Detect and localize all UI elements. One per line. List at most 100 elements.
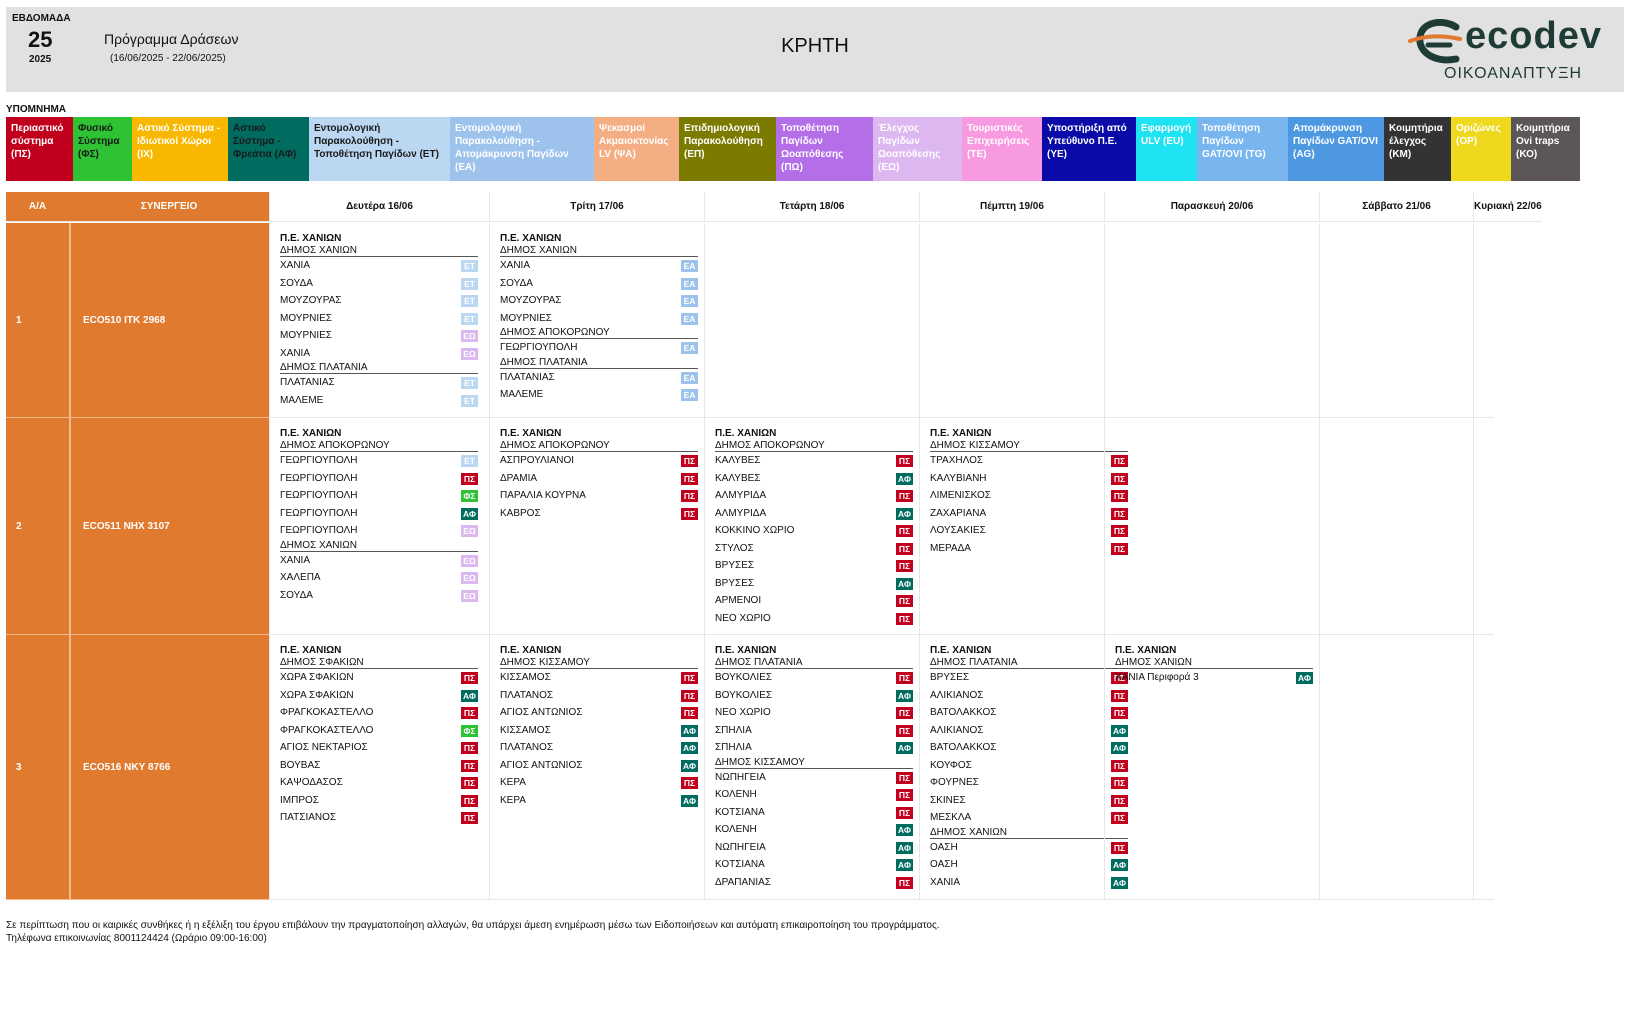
activity-code-badge: ΠΣ xyxy=(1111,707,1128,719)
location-name: ΒΟΥΚΟΛΙΕΣ xyxy=(715,672,773,683)
activity-code-badge: ΠΣ xyxy=(461,794,478,807)
col-header-day: Δευτέρα 16/06 xyxy=(269,192,489,222)
activity-code-badge: ΑΦ xyxy=(1111,859,1128,871)
location-name: ΦΟΥΡΝΕΣ xyxy=(930,777,979,788)
legend-item: Αστικό Σύστημα - Φρεάτια (ΑΦ) xyxy=(228,117,309,181)
location-item: ΔΡΑΠΑΝΙΑΣ ΠΣ xyxy=(715,874,913,892)
activity-code-badge: ΠΣ xyxy=(1111,841,1128,854)
location-item: ΜΑΛΕΜΕ ΕΑ xyxy=(500,386,698,404)
activity-code-badge: ΑΦ xyxy=(681,759,698,772)
location-item: ΑΓΙΟΣ ΑΝΤΩΝΙΟΣ ΠΣ xyxy=(500,704,698,722)
activity-code-badge: ΠΣ xyxy=(1111,672,1128,684)
location-item: ΝΕΟ ΧΩΡΙΟ ΠΣ xyxy=(715,704,913,722)
location-item: ΜΕΡΑΔΑ ΠΣ xyxy=(930,540,1128,558)
team-name: ECO516 ΝΚΥ 8766 xyxy=(69,635,269,900)
municipality-label: ΔΗΜΟΣ ΑΠΟΚΟΡΩΝΟΥ xyxy=(500,327,698,339)
activity-code-badge: ΑΦ xyxy=(1111,742,1128,754)
location-name: ΤΡΑΧΗΛΟΣ xyxy=(930,455,984,466)
legend-item: Εντομολογική Παρακολούθηση - Απομάκρυνση… xyxy=(450,117,594,181)
location-name: ΧΑΛΕΠΑ xyxy=(280,572,321,583)
activity-code-badge: ΕΤ xyxy=(461,295,478,307)
activity-code-badge: ΕΤ xyxy=(461,377,478,389)
activity-code-badge: ΕΩ xyxy=(461,572,478,584)
location-item: ΣΟΥΔΑ ΕΑ xyxy=(500,275,698,293)
activity-code-badge: ΠΣ xyxy=(896,490,913,502)
logo-swoosh-icon xyxy=(1408,19,1462,64)
activity-code-badge: ΕΤ xyxy=(461,455,478,467)
location-item: ΖΑΧΑΡΙΑΝΑ ΠΣ xyxy=(930,505,1128,523)
legend-item: Τοποθέτηση Παγίδων GAT/OVI (TG) xyxy=(1197,117,1288,181)
location-item: ΚΕΡΑ ΠΣ xyxy=(500,774,698,792)
activity-code-badge: ΕΤ xyxy=(461,277,478,290)
location-name: ΚΕΡΑ xyxy=(500,777,526,788)
municipality-label: ΔΗΜΟΣ ΧΑΝΙΩΝ xyxy=(930,827,1128,839)
activity-code-badge: ΑΦ xyxy=(1111,876,1128,889)
activity-code-badge: ΕΩ xyxy=(461,347,478,360)
location-name: ΧΩΡΑ ΣΦΑΚΙΩΝ xyxy=(280,672,354,683)
activity-code-badge: ΠΣ xyxy=(896,672,913,684)
location-name: ΧΑΝΙΑ Περιφορά 3 xyxy=(1115,672,1199,683)
day-cell: Π.Ε. ΧΑΝΙΩΝ ΔΗΜΟΣ ΠΛΑΤΑΝΙΑ ΒΡΥΣΕΣ ΠΣ ΑΛΙΚΙΑΝ… xyxy=(919,635,1128,900)
location-item: ΚΑΛΥΒΙΑΝΗ ΠΣ xyxy=(930,470,1128,488)
location-name: ΓΕΩΡΓΙΟΥΠΟΛΗ xyxy=(280,472,358,484)
col-header-aa: Α/Α xyxy=(6,192,69,222)
regional-unit-label: Π.Ε. ΧΑΝΙΩΝ xyxy=(280,233,342,244)
location-item: ΚΟΥΦΟΣ ΠΣ xyxy=(930,757,1128,775)
day-cell: Π.Ε. ΧΑΝΙΩΝ ΔΗΜΟΣ ΚΙΣΣΑΜΟΥ ΚΙΣΣΑΜΟΣ ΠΣ ΠΛΑΤΑ… xyxy=(489,635,704,900)
regional-unit-label: Π.Ε. ΧΑΝΙΩΝ xyxy=(500,645,562,656)
activity-code-badge: ΠΣ xyxy=(896,525,913,537)
regional-unit-label: Π.Ε. ΧΑΝΙΩΝ xyxy=(280,645,342,656)
location-name: ΑΣΠΡΟΥΛΙΑΝΟΙ xyxy=(500,455,575,466)
location-item: ΣΟΥΔΑ ΕΩ xyxy=(280,587,478,605)
ecodev-logo: ecodev ΟΙΚΟΑΝΑΠΤΥΞΗ xyxy=(1408,13,1618,83)
region-title: ΚΡΗΤΗ xyxy=(781,35,849,57)
location-name: ΣΟΥΔΑ xyxy=(280,589,313,601)
activity-code-badge: ΑΦ xyxy=(896,472,913,485)
municipality-label: ΔΗΜΟΣ ΧΑΝΙΩΝ xyxy=(1115,657,1313,669)
location-item: ΒΟΥΚΟΛΙΕΣ ΠΣ xyxy=(715,669,913,687)
location-item: ΣΤΥΛΟΣ ΠΣ xyxy=(715,540,913,558)
location-name: ΜΑΛΕΜΕ xyxy=(280,394,324,406)
location-item: ΣΟΥΔΑ ΕΤ xyxy=(280,275,478,293)
location-name: ΟΑΣΗ xyxy=(930,859,958,870)
col-header-day: Κυριακή 22/06 xyxy=(1473,192,1542,222)
day-cell: Π.Ε. ΧΑΝΙΩΝ ΔΗΜΟΣ ΑΠΟΚΟΡΩΝΟΥ ΓΕΩΡΓΙΟΥΠΟΛΗ Ε… xyxy=(269,418,489,635)
activity-code-badge: ΕΑ xyxy=(681,389,698,401)
municipality-label: ΔΗΜΟΣ ΧΑΝΙΩΝ xyxy=(280,245,478,257)
regional-unit-label: Π.Ε. ΧΑΝΙΩΝ xyxy=(500,233,562,244)
page-header: ΕΒΔΟΜΑΔΑ 25 2025 Πρόγραμμα Δράσεων (16/0… xyxy=(6,7,1624,92)
location-name: ΧΑΝΙΑ xyxy=(280,260,311,271)
location-item: ΒΡΥΣΕΣ ΠΣ xyxy=(930,669,1128,687)
location-name: ΣΤΥΛΟΣ xyxy=(715,542,754,554)
row-number: 3 xyxy=(6,635,69,900)
location-name: ΚΑΛΥΒΕΣ xyxy=(715,472,761,484)
activity-code-badge: ΠΣ xyxy=(1111,490,1128,502)
activity-code-badge: ΕΩ xyxy=(461,589,478,602)
day-cell: Π.Ε. ΧΑΝΙΩΝ ΔΗΜΟΣ ΧΑΝΙΩΝ ΧΑΝΙΑ Περιφορά 3 Α… xyxy=(1104,635,1319,900)
location-name: ΣΚΙΝΕΣ xyxy=(930,794,966,806)
location-item: ΚΑΛΥΒΕΣ ΠΣ xyxy=(715,452,913,470)
footer-note: Σε περίπτωση που οι καιρικές συνθήκες ή … xyxy=(6,920,940,931)
activity-code-badge: ΑΦ xyxy=(896,859,913,871)
location-item: ΜΑΛΕΜΕ ΕΤ xyxy=(280,392,478,410)
legend-item: Επιδημιολογική Παρακολούθηση (ΕΠ) xyxy=(679,117,776,181)
location-item: ΠΛΑΤΑΝΙΑΣ ΕΤ xyxy=(280,374,478,392)
legend-item: Κοιμητήρια Ovi traps (ΚΟ) xyxy=(1511,117,1580,181)
municipality-label: ΔΗΜΟΣ ΧΑΝΙΩΝ xyxy=(280,540,478,552)
location-item: ΜΟΥΖΟΥΡΑΣ ΕΑ xyxy=(500,292,698,310)
location-name: ΦΡΑΓΚΟΚΑΣΤΕΛΛΟ xyxy=(280,707,374,718)
col-header-team: ΣΥΝΕΡΓΕΙΟ xyxy=(69,192,269,222)
location-item: ΚΟΛΕΝΗ ΠΣ xyxy=(715,786,913,804)
week-year: 2025 xyxy=(29,54,52,65)
activity-code-badge: ΠΣ xyxy=(896,806,913,819)
location-item: ΜΕΣΚΛΑ ΠΣ xyxy=(930,809,1128,827)
location-name: ΚΟΚΚΙΝΟ ΧΩΡΙΟ xyxy=(715,525,795,536)
location-item: ΧΑΝΙΑ ΕΤ xyxy=(280,257,478,275)
location-item: ΠΛΑΤΑΝΟΣ ΑΦ xyxy=(500,739,698,757)
location-item: ΠΑΡΑΛΙΑ ΚΟΥΡΝΑ ΠΣ xyxy=(500,487,698,505)
location-item: ΚΟΤΣΙΑΝΑ ΠΣ xyxy=(715,804,913,822)
location-item: ΒΑΤΟΛΑΚΚΟΣ ΠΣ xyxy=(930,704,1128,722)
activity-code-badge: ΠΣ xyxy=(896,789,913,801)
municipality-label: ΔΗΜΟΣ ΠΛΑΤΑΝΙΑ xyxy=(715,657,913,669)
legend-item: Απομάκρυνση Παγίδων GAT/OVI (AG) xyxy=(1288,117,1384,181)
